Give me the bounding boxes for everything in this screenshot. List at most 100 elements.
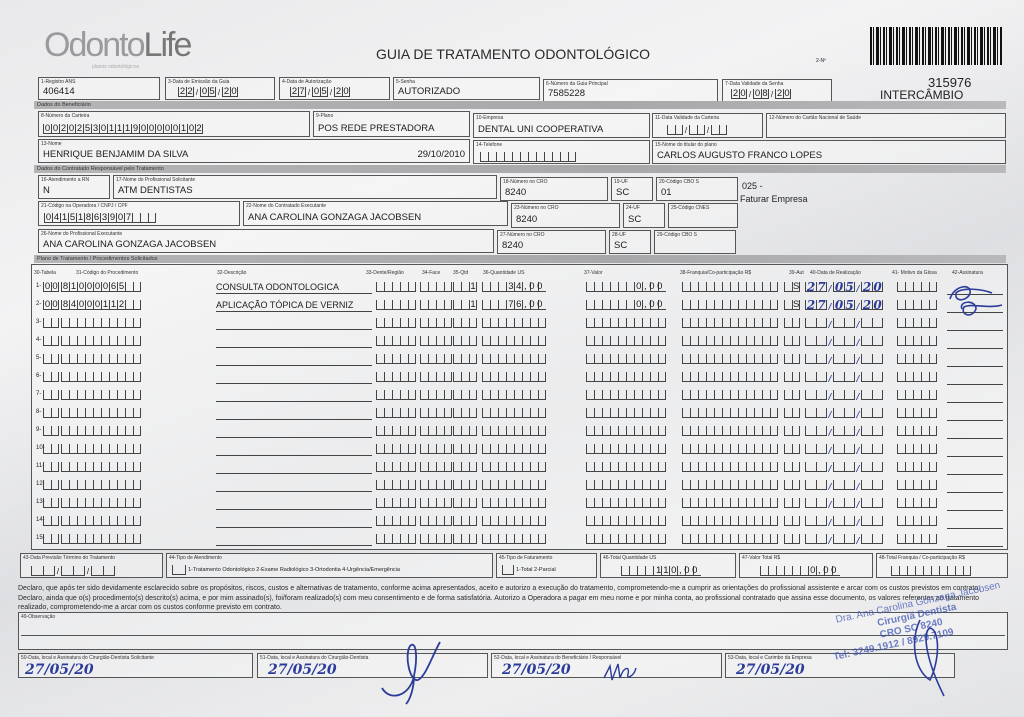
aut-cell[interactable]: S [784,300,800,310]
assinatura-cell[interactable] [947,516,1003,529]
data-realizacao-cell[interactable]: / / [805,336,883,348]
assinatura-cell[interactable] [947,408,1003,421]
dente-cell[interactable] [376,426,416,436]
descricao-cell[interactable] [216,479,372,492]
qtd-cell[interactable] [453,408,477,418]
franquia-cell[interactable] [682,300,778,310]
field-senha[interactable]: 5-Senha AUTORIZADO [393,77,540,100]
valor-cell[interactable] [586,408,666,418]
franquia-cell[interactable] [682,318,778,328]
qtd-cell[interactable] [453,372,477,382]
codigo-cell[interactable] [61,480,141,490]
dente-cell[interactable] [376,480,416,490]
face-cell[interactable] [420,354,452,364]
data-realizacao-cell[interactable]: / / [805,444,883,456]
aut-cell[interactable] [784,426,800,436]
quantidade-us-cell[interactable] [482,426,546,436]
qtd-cell[interactable] [453,444,477,454]
face-cell[interactable] [420,516,452,526]
descricao-cell[interactable] [216,353,372,366]
valor-cell[interactable] [586,318,666,328]
table-row[interactable]: 6- / / [32,371,1007,385]
qtd-cell[interactable] [453,534,477,544]
franquia-cell[interactable] [682,516,778,526]
quantidade-us-cell[interactable] [482,336,546,346]
assinatura-cell[interactable] [947,426,1003,439]
assinatura-cell[interactable] [947,282,1003,295]
dente-cell[interactable] [376,336,416,346]
dente-cell[interactable] [376,300,416,310]
field-uf-28[interactable]: 28-UF SC [609,230,651,254]
table-row[interactable]: 10- / / [32,443,1007,457]
assinatura-cell[interactable] [947,354,1003,367]
dente-cell[interactable] [376,282,416,292]
franquia-cell[interactable] [682,462,778,472]
descricao-cell[interactable] [216,515,372,528]
assinatura-cell[interactable] [947,336,1003,349]
descricao-cell[interactable] [216,497,372,510]
field-valor-total[interactable]: 47-Valor Total R$ 0,00 [739,553,873,578]
face-cell[interactable] [420,390,452,400]
table-row[interactable]: 1- 0 0 8 1 0 0 0 0 6 5 CONSULTA ODONTOLOGICA 1 34,00 0… [32,281,1007,295]
field-codigo-operadora[interactable]: 21-Código na Operadora / CNPJ / CPF 0 4 1 5 1… [38,201,240,226]
descricao-cell[interactable] [216,461,372,474]
descricao-cell[interactable] [216,389,372,402]
field-data-autorizacao[interactable]: 4-Data de Autorização 2 7/0 5/2 0 [279,77,390,100]
field-observacao[interactable]: 49-Observação [18,612,1008,650]
quantidade-us-cell[interactable] [482,498,546,508]
valor-cell[interactable] [586,534,666,544]
descricao-cell[interactable] [216,425,372,438]
valor-cell[interactable] [586,372,666,382]
codigo-cell[interactable] [61,444,141,454]
table-row[interactable]: 7- / / [32,389,1007,403]
assinatura-cell[interactable] [947,318,1003,331]
field-cnes-25[interactable]: 25-Código CNES [668,203,738,228]
aut-cell[interactable] [784,444,800,454]
quantidade-us-cell[interactable] [482,444,546,454]
qtd-cell[interactable] [453,426,477,436]
codigo-cell[interactable] [61,498,141,508]
franquia-cell[interactable] [682,354,778,364]
field-profissional-executante[interactable]: 26-Nome do Profissional Executante ANA CA… [38,229,494,253]
data-realizacao-cell[interactable]: 2 7/0 5/2 0 [805,281,883,294]
table-row[interactable]: 5- / / [32,353,1007,367]
qtd-cell[interactable]: 1 [453,300,477,310]
tabela-cell[interactable] [43,534,59,544]
field-cro-18[interactable]: 18-Número no CRO 8240 [500,177,608,201]
codigo-cell[interactable] [61,336,141,346]
tabela-cell[interactable] [43,372,59,382]
table-row[interactable]: 14- / / [32,515,1007,529]
field-tipo-faturamento[interactable]: 45-Tipo de Faturamento 1-Total 2-Parcial [496,553,597,578]
valor-cell[interactable] [586,354,666,364]
aut-cell[interactable]: S [784,282,800,292]
field-profissional-solicitante[interactable]: 17-Nome do Profissional Solicitante ATM D… [113,175,497,199]
face-cell[interactable] [420,318,452,328]
codigo-cell[interactable] [61,354,141,364]
field-data-emissao[interactable]: 3-Data de Emissão da Guia 2 2/0 5/2 0 [165,77,275,100]
face-cell[interactable] [420,408,452,418]
motivo-glosa-cell[interactable] [897,354,937,364]
tabela-cell[interactable] [43,498,59,508]
valor-cell[interactable]: 0,00 [586,300,666,310]
assinatura-cell[interactable] [947,498,1003,511]
aut-cell[interactable] [784,408,800,418]
assinatura-cell[interactable] [947,372,1003,385]
codigo-cell[interactable] [61,372,141,382]
motivo-glosa-cell[interactable] [897,516,937,526]
tabela-cell[interactable] [43,336,59,346]
field-cartao-nacional[interactable]: 12-Número do Cartão Nacional de Saúde [766,113,1006,138]
qtd-cell[interactable] [453,354,477,364]
field-uf-24[interactable]: 24-UF SC [623,203,665,228]
aut-cell[interactable] [784,462,800,472]
franquia-cell[interactable] [682,390,778,400]
motivo-glosa-cell[interactable] [897,282,937,292]
descricao-cell[interactable] [216,533,372,546]
aut-cell[interactable] [784,498,800,508]
quantidade-us-cell[interactable]: 34,00 [482,282,546,292]
dente-cell[interactable] [376,498,416,508]
codigo-cell[interactable] [61,390,141,400]
valor-cell[interactable] [586,516,666,526]
face-cell[interactable] [420,498,452,508]
quantidade-us-cell[interactable] [482,516,546,526]
